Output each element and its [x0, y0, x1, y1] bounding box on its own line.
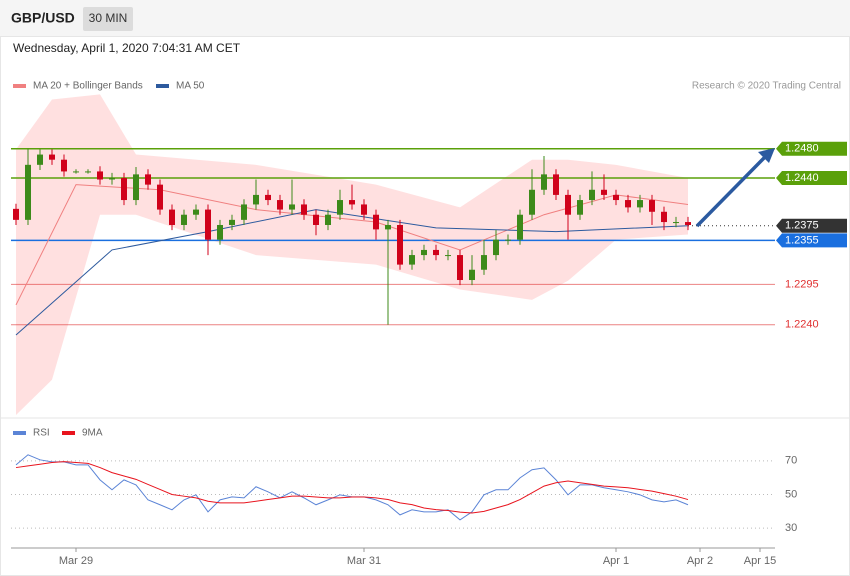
candle-body [181, 214, 187, 225]
interval-badge[interactable] [83, 7, 133, 31]
candle-body [457, 255, 463, 281]
candle-body [241, 204, 247, 220]
forecast-arrow-head [758, 148, 775, 163]
ma-line [15, 209, 689, 336]
x-tick-label: Apr 1 [603, 555, 629, 567]
level-label: 1.2440 [785, 172, 819, 184]
candle-body [229, 219, 235, 225]
x-tick-label: Mar 29 [59, 555, 93, 567]
candle-body [13, 208, 19, 220]
level-label: 1.2480 [785, 143, 819, 155]
level-label: 1.2375 [785, 220, 819, 232]
candle-body [97, 171, 103, 180]
y-tick-label: 50 [785, 488, 797, 500]
candle-body [337, 200, 343, 215]
legend-swatch [156, 84, 169, 88]
candle-body [469, 269, 475, 281]
level-tag [776, 233, 847, 248]
level-label: 1.2240 [785, 319, 819, 331]
level-label: 1.2295 [785, 278, 819, 290]
candle-body [349, 200, 355, 205]
candle-body [625, 200, 631, 208]
bollinger-band [16, 94, 688, 416]
candle-body [445, 255, 451, 257]
candle-body [73, 171, 79, 173]
candle-body [169, 209, 175, 225]
legend-label: RSI [33, 428, 50, 439]
x-tick-label: Apr 2 [687, 555, 713, 567]
header-bar [0, 0, 850, 36]
candle-body [205, 209, 211, 240]
candle-body [133, 174, 139, 201]
candle-body [25, 164, 31, 220]
legend-label: MA 20 + Bollinger Bands [33, 81, 143, 92]
timestamp: Wednesday, April 1, 2020 7:04:31 AM CET [13, 41, 241, 55]
rsi-line [15, 461, 689, 514]
candle-body [577, 200, 583, 215]
candle-body [109, 178, 115, 180]
candle-body [145, 174, 151, 185]
candle-body [397, 224, 403, 265]
candle-body [433, 249, 439, 256]
symbol: GBP/USD [11, 10, 75, 26]
x-tick-label: Apr 15 [744, 555, 776, 567]
candle-body [301, 204, 307, 215]
price-panel: 1.2480 1.2440 1.2375 1.2355 1.2295 1.2240 MA 2… [11, 81, 847, 416]
level-label: 1.2355 [785, 234, 819, 246]
candle-body [49, 154, 55, 160]
credit: Research © 2020 Trading Central [692, 81, 841, 92]
candle-body [481, 255, 487, 270]
candle-body [361, 204, 367, 215]
candle-body [325, 214, 331, 225]
candle-body [613, 194, 619, 201]
candle-body [85, 171, 91, 173]
level-tag [776, 218, 847, 233]
interval[interactable]: 30 MIN [89, 11, 128, 25]
candle-body [253, 194, 259, 205]
legend-swatch [13, 431, 26, 435]
candle-body [373, 214, 379, 230]
candle-body [661, 211, 667, 223]
candle-body [541, 174, 547, 190]
candle-body [601, 189, 607, 195]
candle-body [589, 189, 595, 201]
candle-body [121, 178, 127, 201]
candle-body [37, 154, 43, 165]
candle-body [385, 224, 391, 230]
candle-body [637, 200, 643, 208]
candle-body [505, 239, 511, 241]
rsi-line [15, 454, 689, 521]
candle-body [421, 249, 427, 256]
forecast-arrow [695, 154, 768, 228]
candle-body [649, 200, 655, 212]
candle-body [313, 214, 319, 225]
x-tick-label: Mar 31 [347, 555, 381, 567]
candle-body [289, 204, 295, 210]
candle-body [265, 194, 271, 201]
candle-body [673, 222, 679, 224]
candle-body [493, 239, 499, 256]
candle-body [61, 159, 67, 172]
candle-body [565, 194, 571, 215]
rsi-panel: 70 50 30 RSI 9MA Mar 29 Mar 31 Apr 1 Apr 2 Apr 15 [11, 428, 797, 567]
candle-body [685, 222, 691, 225]
candle-body [409, 255, 415, 265]
legend-label: 9MA [82, 428, 103, 439]
legend-label: MA 50 [176, 81, 205, 92]
candle-body [517, 214, 523, 240]
y-tick-label: 30 [785, 522, 797, 534]
y-tick-label: 70 [785, 455, 797, 467]
candle-body [277, 200, 283, 210]
candle-body [529, 189, 535, 215]
legend-swatch [13, 84, 26, 88]
legend-swatch [62, 431, 75, 435]
level-tag [776, 171, 847, 186]
level-tag [776, 141, 847, 156]
candle-body [217, 224, 223, 240]
candle-body [553, 174, 559, 195]
candle-body [193, 209, 199, 215]
candle-body [157, 184, 163, 210]
